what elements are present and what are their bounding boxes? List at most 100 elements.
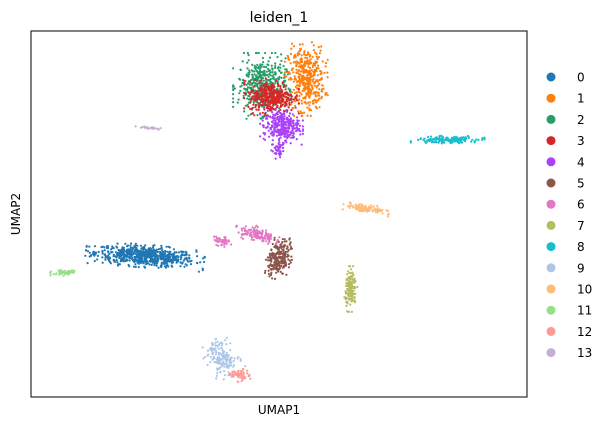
data-point — [262, 92, 266, 95]
data-point — [267, 256, 270, 259]
data-point — [244, 87, 247, 91]
data-point — [266, 109, 269, 112]
data-point — [286, 250, 289, 253]
data-point — [251, 95, 255, 98]
data-point — [146, 261, 149, 265]
data-point — [244, 104, 247, 107]
data-point — [263, 271, 267, 274]
data-point — [288, 263, 291, 266]
data-point — [300, 114, 303, 117]
data-point — [66, 270, 69, 273]
data-point — [308, 104, 311, 107]
data-point — [257, 51, 260, 55]
data-point — [160, 244, 163, 247]
data-point — [298, 130, 302, 133]
data-point — [357, 205, 361, 208]
data-point — [230, 243, 233, 246]
data-point — [139, 257, 142, 261]
data-point — [351, 294, 354, 297]
data-point — [177, 260, 180, 263]
data-point — [266, 107, 269, 110]
data-point — [259, 122, 262, 125]
series-2-points — [232, 51, 292, 120]
data-point — [246, 61, 249, 64]
data-point — [272, 97, 275, 100]
data-point — [260, 76, 263, 79]
data-point — [247, 114, 250, 117]
data-point — [144, 248, 147, 251]
data-point — [291, 107, 294, 110]
data-point — [255, 74, 258, 77]
data-point — [271, 143, 274, 146]
data-point — [276, 118, 279, 121]
data-point — [253, 92, 257, 95]
data-point — [240, 372, 243, 375]
data-point — [283, 73, 286, 76]
legend-marker-8 — [546, 242, 556, 252]
data-point — [237, 98, 240, 101]
data-point — [309, 93, 312, 96]
data-point — [267, 242, 270, 245]
data-point — [212, 348, 215, 351]
data-point — [349, 278, 352, 281]
data-point — [262, 131, 265, 135]
data-point — [458, 138, 461, 141]
data-point — [183, 265, 186, 268]
data-point — [314, 51, 317, 54]
data-point — [260, 90, 263, 93]
data-point — [130, 257, 133, 260]
data-point — [111, 245, 114, 248]
data-point — [309, 109, 313, 112]
data-point — [280, 120, 283, 123]
data-point — [311, 65, 314, 69]
data-point — [260, 117, 263, 120]
data-point — [274, 108, 277, 111]
legend-marker-3 — [546, 136, 556, 146]
data-point — [296, 54, 299, 57]
data-point — [279, 252, 282, 255]
data-point — [256, 233, 259, 236]
data-point — [300, 102, 303, 105]
data-point — [251, 73, 254, 76]
data-point — [107, 250, 110, 253]
data-point — [168, 256, 171, 259]
data-point — [301, 128, 304, 131]
data-point — [149, 260, 152, 263]
data-point — [295, 68, 298, 71]
data-point — [247, 59, 250, 62]
data-point — [273, 152, 276, 155]
data-point — [272, 77, 275, 80]
data-point — [247, 71, 250, 74]
data-point — [306, 74, 309, 77]
data-point — [250, 88, 253, 92]
data-point — [286, 253, 289, 256]
data-point — [213, 360, 216, 364]
data-point — [266, 98, 270, 101]
data-point — [159, 257, 162, 260]
legend-label-1: 1 — [577, 92, 585, 106]
data-point — [266, 238, 269, 241]
data-point — [271, 268, 274, 271]
data-point — [268, 89, 271, 92]
data-point — [291, 122, 295, 125]
data-point — [262, 116, 265, 119]
data-point — [350, 281, 353, 284]
legend-label-6: 6 — [577, 198, 585, 212]
data-point — [320, 90, 323, 93]
data-point — [304, 56, 307, 59]
data-point — [461, 138, 464, 141]
data-point — [238, 92, 241, 95]
data-point — [121, 249, 124, 252]
series-13-points — [134, 125, 162, 131]
y-axis-label: UMAP2 — [9, 193, 23, 235]
data-point — [210, 349, 213, 352]
data-point — [247, 75, 250, 78]
data-point — [250, 235, 253, 238]
data-point — [294, 106, 297, 109]
data-point — [259, 86, 262, 89]
data-point — [276, 248, 279, 251]
data-point — [350, 310, 353, 313]
data-point — [351, 285, 355, 288]
legend-label-3: 3 — [577, 134, 585, 148]
data-point — [271, 139, 274, 142]
